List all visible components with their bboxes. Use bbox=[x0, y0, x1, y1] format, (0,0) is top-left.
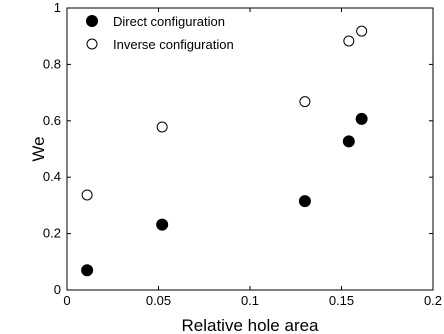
legend-marker-direct bbox=[86, 15, 98, 27]
y-tick-label: 0.8 bbox=[43, 56, 61, 71]
inverse-point bbox=[299, 96, 311, 108]
direct-point bbox=[298, 195, 311, 208]
y-tick-label: 1 bbox=[54, 0, 61, 15]
direct-point bbox=[156, 218, 169, 231]
y-tick-label: 0.2 bbox=[43, 226, 61, 241]
direct-point bbox=[355, 112, 368, 125]
legend-marker-inverse bbox=[86, 38, 98, 50]
x-tick-label: 0.05 bbox=[146, 293, 171, 308]
legend: Direct configuration Inverse configurati… bbox=[86, 14, 234, 52]
inverse-point bbox=[81, 189, 93, 201]
direct-point bbox=[342, 135, 355, 148]
y-tick-label: 0.4 bbox=[43, 169, 61, 184]
x-tick-label: 0.2 bbox=[424, 293, 442, 308]
y-tick-label: 0 bbox=[54, 282, 61, 297]
data-points bbox=[81, 25, 368, 277]
y-axis-label: We bbox=[29, 136, 48, 161]
x-tick-label: 0.15 bbox=[329, 293, 354, 308]
legend-label-inverse: Inverse configuration bbox=[113, 37, 234, 52]
x-tick-label: 0.1 bbox=[241, 293, 259, 308]
inverse-point bbox=[156, 121, 168, 133]
axis-ticks: 0 0.05 0.1 0.15 0.2 0 0.2 0.4 0.6 0.8 1 bbox=[43, 0, 442, 308]
x-tick-label: 0 bbox=[63, 293, 70, 308]
x-axis-label: Relative hole area bbox=[181, 316, 319, 334]
y-tick-label: 0.6 bbox=[43, 113, 61, 128]
inverse-point bbox=[343, 35, 355, 47]
direct-point bbox=[81, 264, 94, 277]
legend-label-direct: Direct configuration bbox=[113, 14, 225, 29]
inverse-point bbox=[356, 25, 368, 37]
